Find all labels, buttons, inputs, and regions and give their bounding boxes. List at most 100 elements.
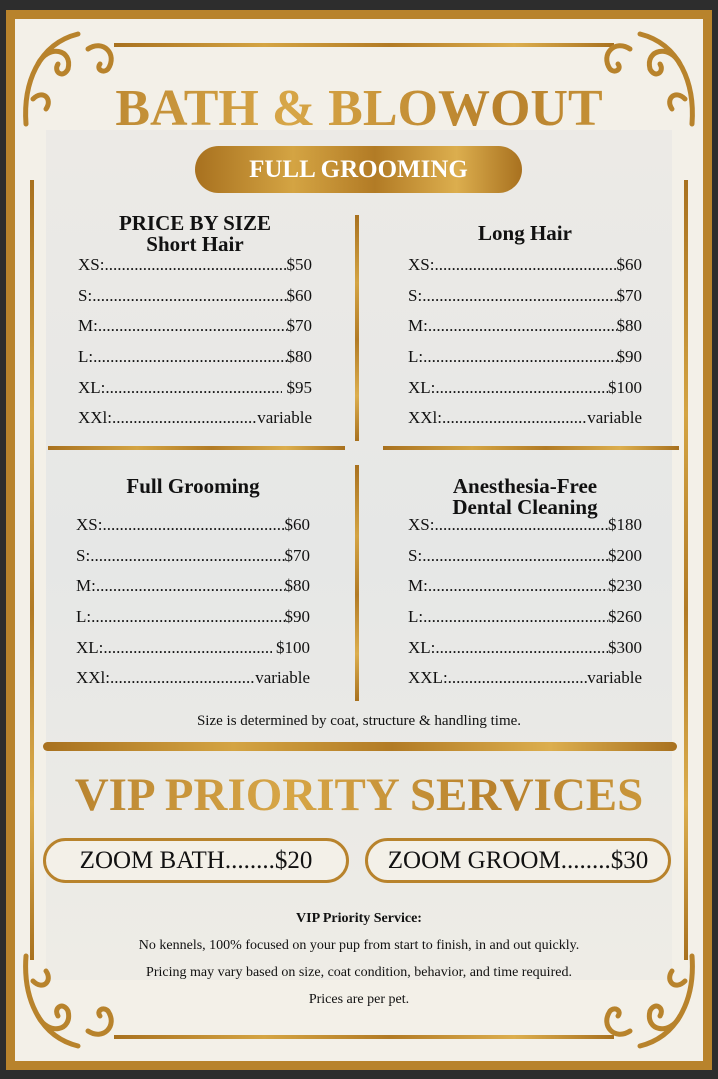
- badge-label: FULL GROOMING: [249, 155, 468, 183]
- dot-leader: [435, 378, 608, 398]
- page-title: BATH & BLOWOUT: [6, 80, 712, 138]
- dot-leader: [102, 515, 284, 535]
- size-label: XXl:: [408, 408, 442, 428]
- heading-line: Full Grooming: [126, 474, 260, 498]
- divider-vertical-top: [355, 215, 359, 441]
- size-label: M:: [408, 316, 428, 336]
- size-label: XL:: [76, 637, 104, 657]
- dot-leader: [448, 668, 588, 688]
- vip-info-title: VIP Priority Service:: [296, 911, 422, 926]
- ornament-corner-icon: [23, 953, 114, 1049]
- price-row: XL: $300: [408, 632, 642, 663]
- price-row: XXL: variable: [408, 663, 642, 694]
- price-row: L: $260: [408, 602, 642, 633]
- size-label: S:: [408, 545, 423, 565]
- price: $70: [616, 285, 643, 305]
- section-divider: [43, 742, 677, 751]
- price: $300: [608, 637, 642, 657]
- price: $100: [608, 377, 642, 397]
- price-row: S: $60: [78, 281, 312, 312]
- price-row: S: $70: [76, 541, 310, 572]
- dot-leader: [110, 668, 255, 688]
- size-label: M:: [78, 316, 98, 336]
- dot-leader: [98, 316, 287, 336]
- heading-line: Long Hair: [478, 221, 572, 245]
- price: $80: [286, 347, 313, 367]
- section-heading: Full Grooming: [76, 476, 310, 497]
- price-row: S: $200: [408, 541, 642, 572]
- price-row: XXl: variable: [76, 663, 310, 694]
- price: $80: [284, 576, 311, 596]
- dot-leader: [442, 408, 587, 428]
- size-label: XXl:: [76, 668, 110, 688]
- price: $90: [616, 347, 643, 367]
- price: variable: [255, 668, 310, 688]
- price: $230: [608, 576, 642, 596]
- price-row: M: $70: [78, 311, 312, 342]
- size-label: XS:: [76, 515, 103, 535]
- size-label: S:: [78, 285, 93, 305]
- size-label: XS:: [408, 255, 435, 275]
- dot-leader: [422, 286, 616, 306]
- price: $70: [284, 545, 311, 565]
- size-label: XXL:: [408, 668, 448, 688]
- price: $80: [616, 316, 643, 336]
- frame-line-bottom: [114, 1035, 614, 1039]
- price-row: XXl: variable: [78, 403, 312, 434]
- price: $95: [282, 377, 313, 397]
- frame-line-top: [114, 43, 614, 47]
- divider-horizontal-right: [383, 446, 679, 450]
- dot-leader: [92, 286, 286, 306]
- price-row: M: $230: [408, 571, 642, 602]
- price: $260: [608, 607, 642, 627]
- dot-leader: [112, 408, 257, 428]
- price: $200: [608, 545, 642, 565]
- dot-leader: [105, 378, 282, 398]
- dot-leader: [91, 607, 284, 627]
- price: $60: [616, 255, 643, 275]
- price: $60: [284, 515, 311, 535]
- size-label: L:: [408, 347, 424, 367]
- price-row: XS: $60: [408, 250, 642, 281]
- price-row: S: $70: [408, 281, 642, 312]
- ornament-corner-icon: [23, 31, 114, 127]
- dot-leader: [434, 255, 616, 275]
- section-heading: Long Hair: [408, 223, 642, 244]
- size-label: XL:: [78, 377, 106, 397]
- dot-leader: [93, 347, 286, 367]
- price-section: Full Grooming XS: $60 S: $70 M: $80 L: $90 XL: $1…: [76, 476, 310, 688]
- price-row: XS: $50: [78, 250, 312, 281]
- section-heading: Anesthesia-Free Dental Cleaning: [408, 476, 642, 518]
- heading-line: PRICE BY SIZE: [118, 211, 272, 235]
- dot-leader: [90, 546, 284, 566]
- price-row: XL: $100: [408, 372, 642, 403]
- price: $50: [286, 255, 313, 275]
- price: variable: [257, 408, 312, 428]
- vip-info-line: No kennels, 100% focused on your pup fro…: [138, 938, 580, 953]
- size-label: XS:: [78, 255, 105, 275]
- price: $180: [608, 515, 642, 535]
- vip-title: VIP PRIORITY SERVICES: [6, 768, 712, 822]
- size-label: L:: [76, 607, 92, 627]
- price-row: L: $90: [408, 342, 642, 373]
- price: $60: [286, 285, 313, 305]
- price-row: XS: $180: [408, 510, 642, 541]
- full-grooming-badge: FULL GROOMING: [195, 146, 522, 193]
- price-row: L: $80: [78, 342, 312, 373]
- divider-vertical-bottom: [355, 465, 359, 701]
- dot-leader: [434, 515, 608, 535]
- dot-leader: [96, 576, 285, 596]
- price-row: M: $80: [408, 311, 642, 342]
- dot-leader: [422, 546, 608, 566]
- divider-horizontal-left: [48, 446, 345, 450]
- size-label: S:: [76, 545, 91, 565]
- dot-leader: [428, 576, 608, 596]
- price-row: XS: $60: [76, 510, 310, 541]
- price-row: M: $80: [76, 571, 310, 602]
- price-menu-poster: BATH & BLOWOUT FULL GROOMING PRICE BY SI…: [6, 10, 712, 1070]
- heading-line: Short Hair: [146, 232, 244, 256]
- price: variable: [587, 668, 642, 688]
- price-row: XL: $100: [76, 632, 310, 663]
- price-section: Long Hair XS: $60 S: $70 M: $80 L: $90 XL: $100 XXl…: [408, 223, 642, 428]
- size-label: S:: [408, 285, 423, 305]
